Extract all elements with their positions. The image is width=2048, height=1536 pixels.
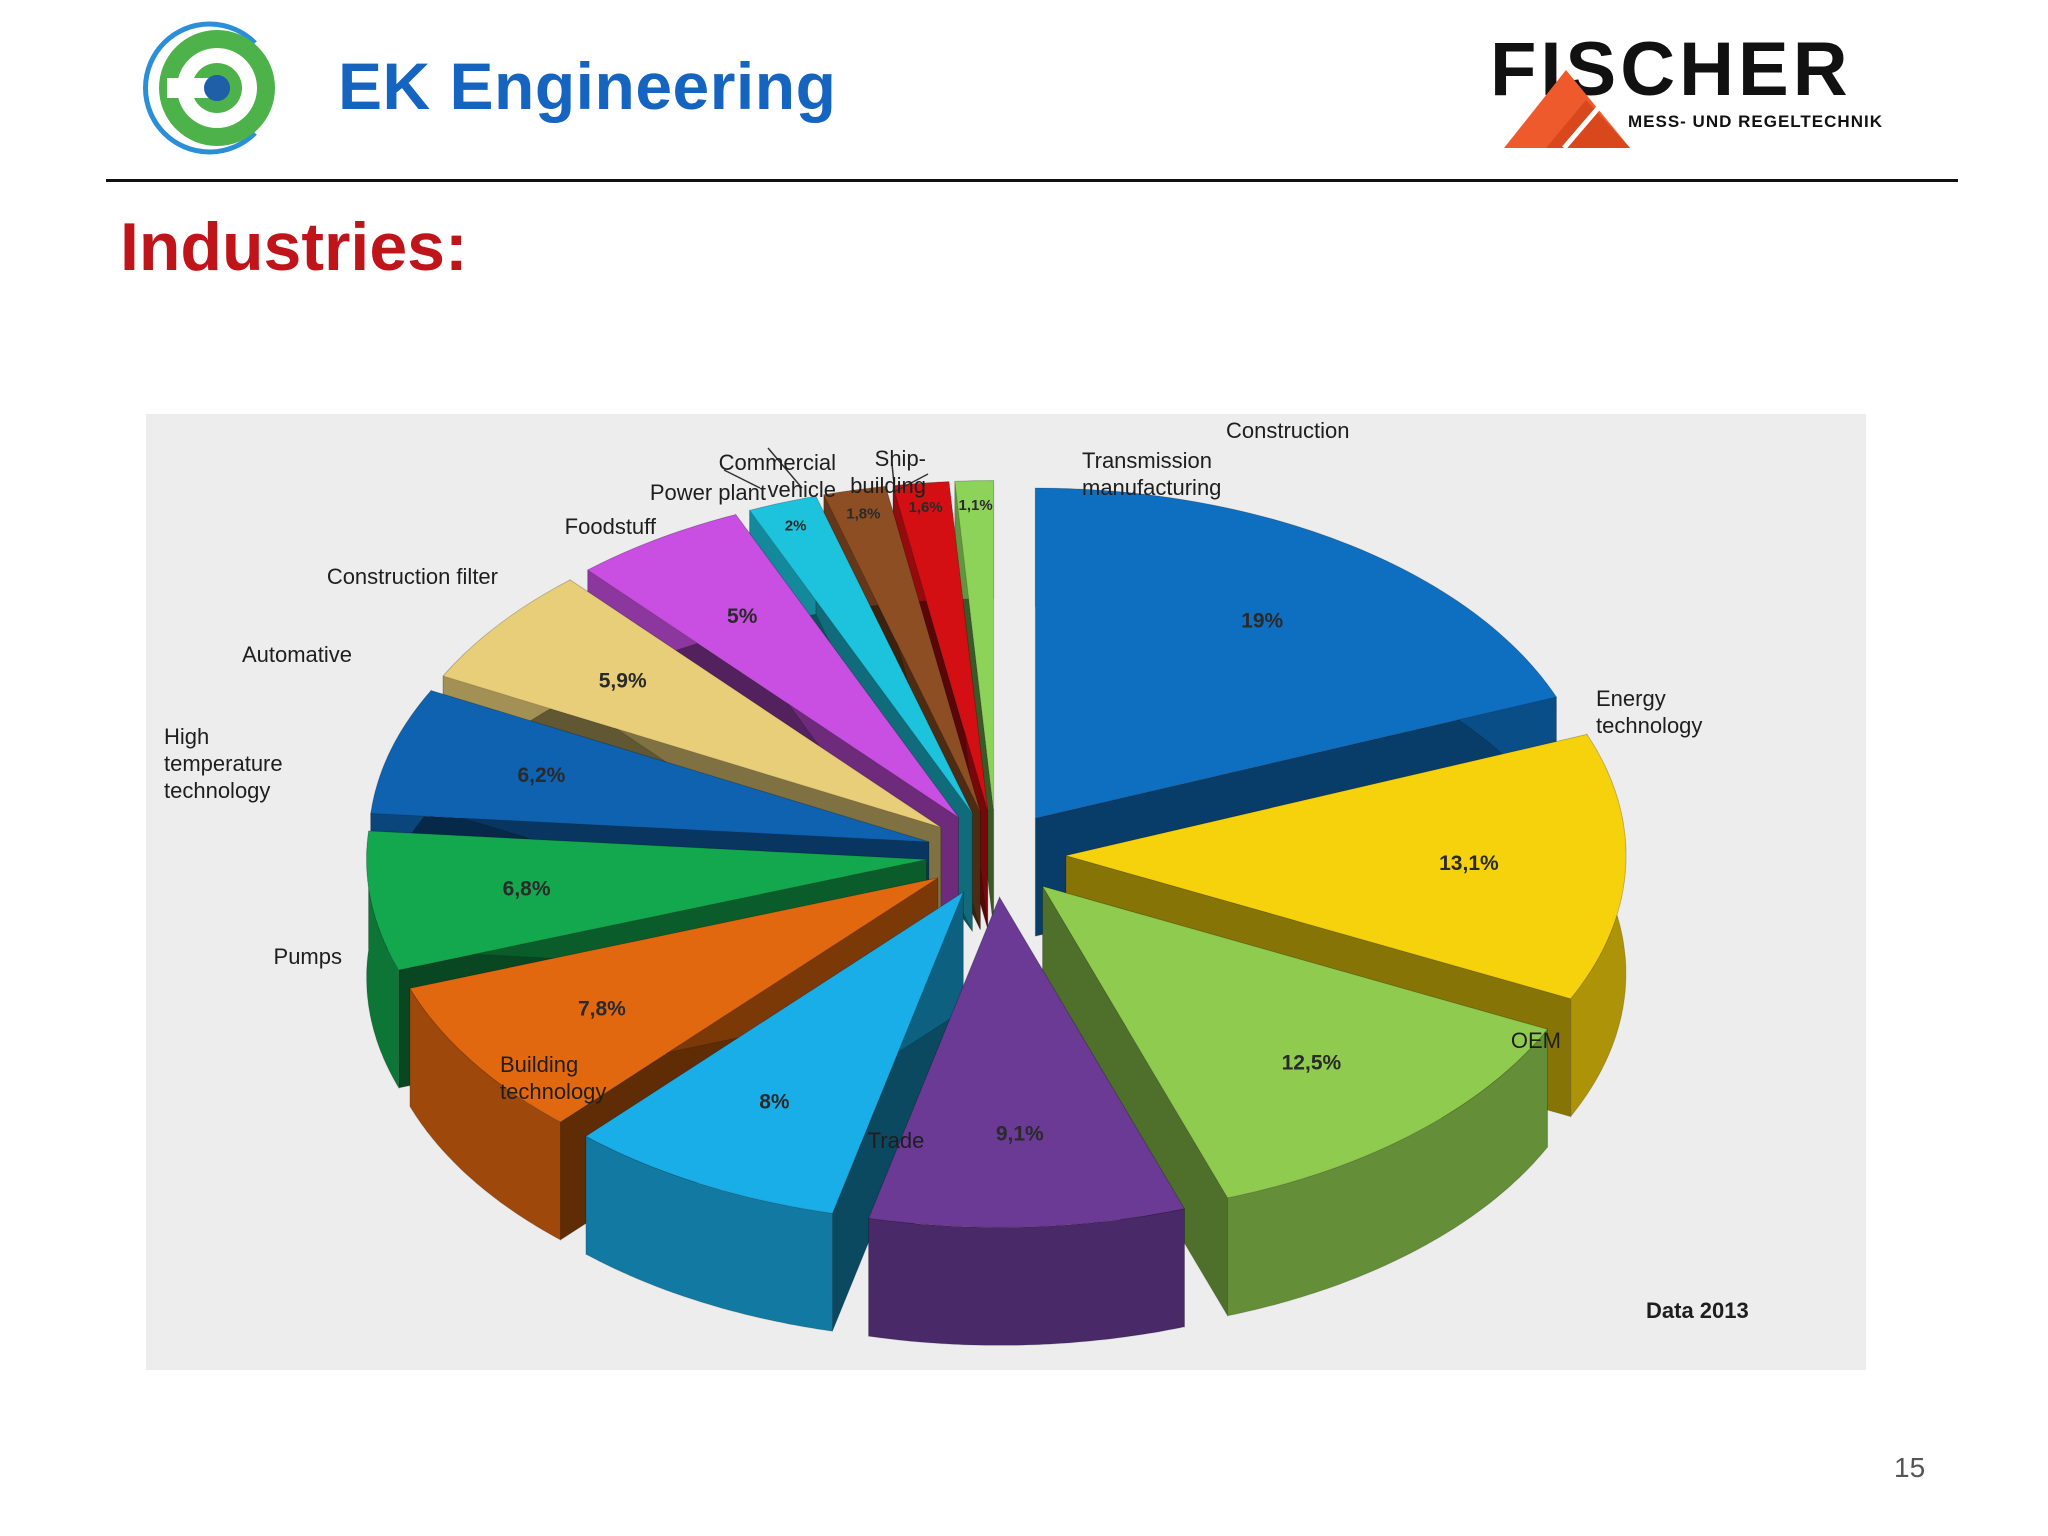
slice-name-label-pumps: Pumps xyxy=(274,944,342,969)
slice-name-label-energy-technology: Energy technology xyxy=(1596,686,1702,738)
pie-slice-top xyxy=(586,514,959,818)
pie-slice-top xyxy=(585,891,965,1214)
ek-engineering-logo-icon xyxy=(142,21,275,155)
slice-name-label-trade: Trade xyxy=(868,1128,925,1153)
slice-value-label: 6,2% xyxy=(517,764,565,787)
company-title: EK Engineering xyxy=(338,49,837,123)
pie-slice-oem: 12,5% xyxy=(1041,884,1549,1318)
chart-panel: 1,1% 1,6% 1,8% 2% 5% 19% 5,9% 6,2% 13,1% 6,8% 7,8%… xyxy=(146,414,1866,1370)
pie-slice-top xyxy=(867,896,1186,1228)
slice-value-label: 6,8% xyxy=(503,878,551,901)
fischer-tagline: MESS- UND REGELTECHNIK xyxy=(1628,112,1883,131)
slice-value-label: 1,8% xyxy=(846,506,880,523)
fischer-logo-icon: FISCHER MESS- UND REGELTECHNIK xyxy=(1490,30,1930,148)
pie-slice-top xyxy=(1034,487,1558,819)
slice-value-label: 19% xyxy=(1241,610,1283,633)
slice-value-label: 1,1% xyxy=(958,497,992,514)
pie-slice-top xyxy=(892,481,989,812)
slice-value-label: 1,6% xyxy=(908,499,942,516)
leader-line xyxy=(893,473,929,493)
pie-slice-top xyxy=(1041,885,1549,1199)
page-number: 15 xyxy=(1894,1452,1926,1483)
industries-pie-chart: 1,1% 1,6% 1,8% 2% 5% 19% 5,9% 6,2% 13,1% 6,8% 7,8%… xyxy=(164,418,1749,1346)
fischer-triangle-icon xyxy=(1504,70,1630,148)
leader-line xyxy=(767,447,803,489)
header-divider xyxy=(106,179,1958,182)
slice-value-label: 5,9% xyxy=(599,669,647,692)
pie-slice-wall xyxy=(366,830,400,1090)
pie-slice-top xyxy=(823,485,981,812)
slice-name-label-commercial-vehicle: Commercial vehicle xyxy=(719,450,836,502)
slice-name-label-high-temperature-technology: High temperature technology xyxy=(164,724,283,803)
pie-slice-building-technology: 8% xyxy=(585,891,965,1332)
slice-value-label: 8% xyxy=(759,1090,790,1113)
pie-slice-top xyxy=(442,579,942,828)
slice-value-label: 7,8% xyxy=(578,998,626,1021)
slice-value-label: 2% xyxy=(785,518,807,535)
leader-line xyxy=(723,469,761,489)
pie-slice-wall xyxy=(1227,1027,1548,1317)
slice-value-label: 12,5% xyxy=(1282,1052,1342,1075)
slice-name-label-foodstuff: Foodstuff xyxy=(565,514,657,539)
slice-name-label-transmission-manufacturing: Transmission manufacturing xyxy=(1082,448,1221,500)
slice-name-label-oem: OEM xyxy=(1511,1028,1561,1053)
slice-name-label-ship-building: Ship-building xyxy=(850,446,926,498)
slice-value-label: 13,1% xyxy=(1439,852,1499,875)
slice-value-label: 9,1% xyxy=(996,1123,1044,1146)
slice-name-label-power-plant: Power plant xyxy=(650,480,766,505)
slice-value-label: 5% xyxy=(727,605,758,628)
page-title: Industries: xyxy=(120,209,468,285)
pie-slice-trade: 9,1% xyxy=(867,895,1186,1346)
chart-note: Data 2013 xyxy=(1646,1298,1749,1323)
pie-slice-top xyxy=(954,480,995,811)
slice-name-label-building-technology: Building technology xyxy=(500,1052,606,1104)
pie-slice-top xyxy=(366,830,927,971)
slice-name-label-construction: Construction xyxy=(1226,418,1350,443)
pie-slice-wall xyxy=(868,1208,1185,1346)
leader-line xyxy=(891,463,895,485)
pie-slice-top xyxy=(748,495,973,814)
slice-name-label-construction-filter: Construction filter xyxy=(327,564,498,589)
slice-name-label-automative: Automative xyxy=(242,642,352,667)
pie-slice-top xyxy=(1065,733,1627,1000)
pie-slice-top xyxy=(370,690,929,843)
pie-slice-top xyxy=(409,877,938,1123)
